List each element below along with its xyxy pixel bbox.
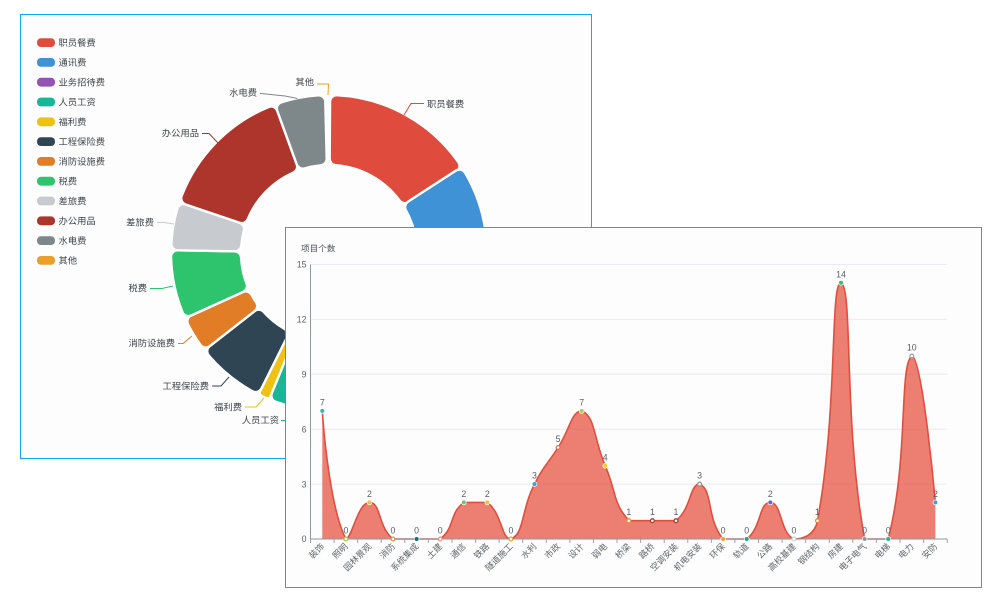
svg-text:1: 1 <box>815 507 820 517</box>
svg-text:12: 12 <box>297 315 307 325</box>
svg-text:2: 2 <box>485 489 490 499</box>
svg-text:5: 5 <box>556 434 561 444</box>
svg-text:0: 0 <box>508 526 513 536</box>
svg-text:1: 1 <box>674 507 679 517</box>
svg-text:3: 3 <box>532 471 537 481</box>
svg-text:6: 6 <box>302 424 307 434</box>
svg-text:2: 2 <box>933 489 938 499</box>
svg-text:7: 7 <box>579 397 584 407</box>
svg-text:0: 0 <box>391 526 396 536</box>
svg-text:0: 0 <box>302 534 307 544</box>
svg-text:3: 3 <box>302 479 307 489</box>
svg-text:14: 14 <box>836 269 846 279</box>
svg-text:10: 10 <box>907 343 917 353</box>
svg-text:0: 0 <box>343 526 348 536</box>
svg-text:3: 3 <box>697 471 702 481</box>
svg-text:0: 0 <box>438 526 443 536</box>
svg-text:0: 0 <box>721 526 726 536</box>
svg-text:15: 15 <box>297 260 307 270</box>
svg-text:2: 2 <box>461 489 466 499</box>
svg-text:4: 4 <box>603 452 608 462</box>
svg-text:9: 9 <box>302 370 307 380</box>
svg-text:0: 0 <box>862 526 867 536</box>
svg-text:2: 2 <box>768 489 773 499</box>
svg-text:1: 1 <box>650 507 655 517</box>
svg-text:7: 7 <box>320 397 325 407</box>
svg-text:0: 0 <box>791 526 796 536</box>
svg-text:0: 0 <box>886 526 891 536</box>
svg-text:0: 0 <box>744 526 749 536</box>
svg-text:2: 2 <box>367 489 372 499</box>
svg-text:0: 0 <box>414 526 419 536</box>
svg-text:1: 1 <box>626 507 631 517</box>
